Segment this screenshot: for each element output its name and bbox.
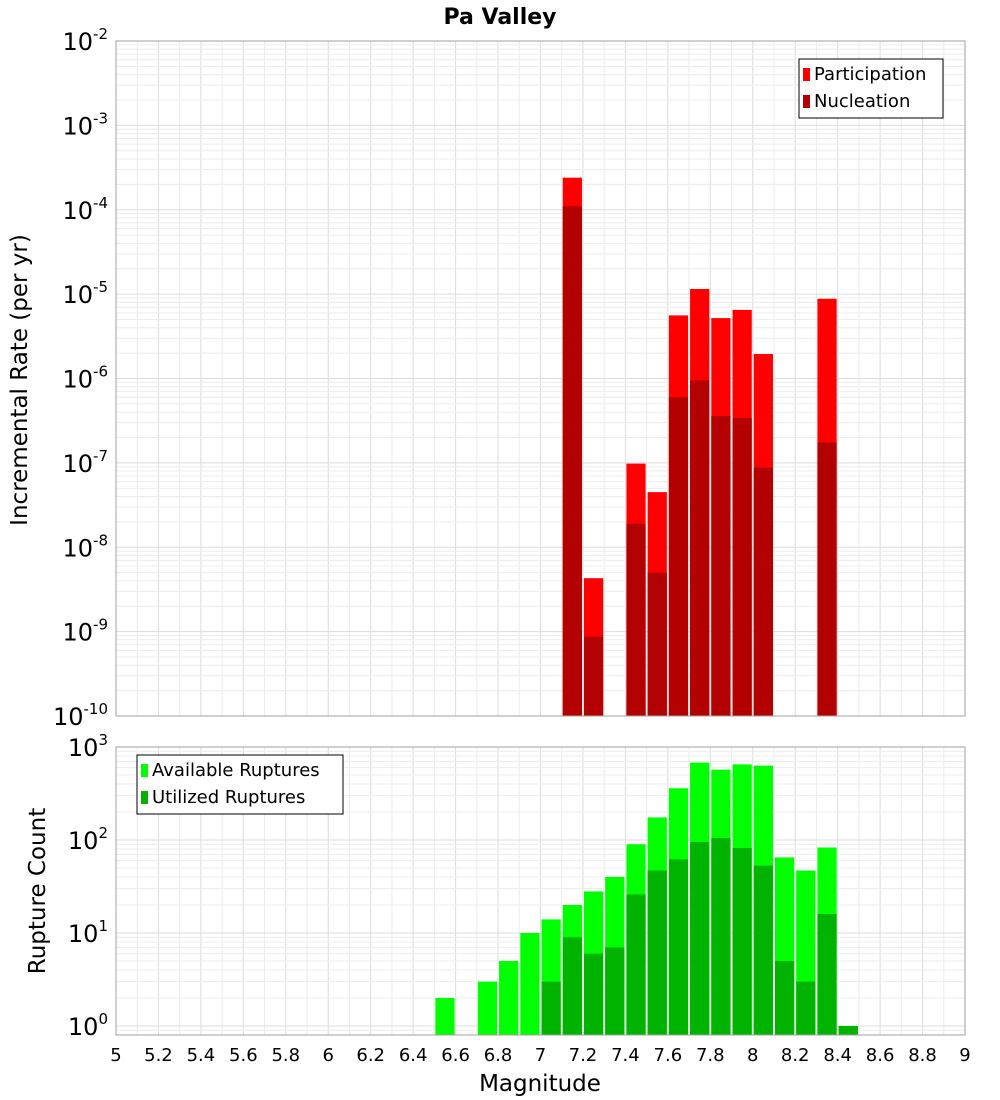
bar-nucleation xyxy=(817,442,837,716)
bar-available-ruptures xyxy=(499,960,519,1035)
bar-available-ruptures xyxy=(435,997,455,1035)
bottom-y-axis-label: Rupture Count xyxy=(25,808,51,974)
bar-utilized-ruptures xyxy=(690,842,710,1035)
bar-utilized-ruptures xyxy=(605,947,625,1035)
legend-swatch xyxy=(803,95,810,108)
x-tick-label: 6 xyxy=(323,1045,334,1066)
bar-nucleation xyxy=(711,415,731,716)
x-tick-label: 7.8 xyxy=(696,1045,725,1066)
legend-label: Utilized Ruptures xyxy=(152,787,305,808)
bar-utilized-ruptures xyxy=(583,953,604,1035)
legend-box xyxy=(136,754,344,815)
bar-utilized-ruptures xyxy=(711,838,731,1035)
x-tick-label: 5.8 xyxy=(271,1045,300,1066)
top-grid xyxy=(115,40,966,717)
x-tick-label: 7.2 xyxy=(569,1045,598,1066)
legend-label: Nucleation xyxy=(814,91,910,112)
bar-utilized-ruptures xyxy=(541,981,561,1035)
x-tick-label: 5.2 xyxy=(144,1045,173,1066)
top-y-ticks: 10-10 10-9 10-8 10-7 10-6 10-5 10-4 10-3 10-2 xyxy=(53,25,108,731)
y-tick-label: 100 xyxy=(68,1010,108,1041)
bar-nucleation xyxy=(562,206,582,716)
top-bars xyxy=(562,177,837,716)
bar-nucleation xyxy=(732,418,752,716)
bar-utilized-ruptures xyxy=(732,848,752,1035)
x-tick-label: 9 xyxy=(959,1045,970,1066)
chart-title: Pa Valley xyxy=(443,5,556,30)
bar-utilized-ruptures xyxy=(668,859,689,1035)
y-tick-label: 101 xyxy=(68,917,108,948)
x-tick-label: 7.4 xyxy=(611,1045,640,1066)
x-tick-label: 7.6 xyxy=(654,1045,683,1066)
legend-swatch xyxy=(141,791,148,804)
y-tick-label: 10-4 xyxy=(62,194,108,225)
bottom-y-ticks: 100 101 102 103 xyxy=(68,731,108,1041)
bar-utilized-ruptures xyxy=(647,870,667,1035)
legend-label: Participation xyxy=(814,64,926,85)
x-tick-label: 6.6 xyxy=(441,1045,470,1066)
y-tick-label: 103 xyxy=(68,731,108,762)
y-tick-label: 10-3 xyxy=(62,109,108,140)
x-tick-label: 8.4 xyxy=(823,1045,852,1066)
bottom-x-ticks: 5 5.2 5.4 5.6 5.8 6 6.2 6.4 6.6 6.8 7 7.2 7.4 7.6 7.8 8… xyxy=(110,1045,970,1066)
bar-utilized-ruptures xyxy=(626,894,646,1035)
legend-box xyxy=(798,58,944,119)
bottom-plot-frame xyxy=(115,746,966,1036)
x-axis-label: Magnitude xyxy=(479,1071,601,1097)
x-tick-label: 8.2 xyxy=(781,1045,810,1066)
bar-nucleation xyxy=(626,523,646,716)
y-tick-label: 10-10 xyxy=(53,700,108,731)
bar-utilized-ruptures xyxy=(562,937,582,1035)
bar-utilized-ruptures xyxy=(753,865,773,1035)
bar-nucleation xyxy=(753,467,773,716)
bar-nucleation xyxy=(647,572,667,716)
bar-utilized-ruptures xyxy=(817,914,837,1035)
legend-label: Available Ruptures xyxy=(152,760,320,781)
bar-utilized-ruptures xyxy=(774,960,795,1035)
y-tick-label: 102 xyxy=(68,824,108,855)
top-y-axis-label: Incremental Rate (per yr) xyxy=(7,234,33,526)
bar-nucleation xyxy=(690,380,710,716)
y-tick-label: 10-2 xyxy=(62,25,108,56)
y-tick-label: 10-9 xyxy=(62,616,108,647)
y-tick-label: 10-5 xyxy=(62,278,108,309)
y-tick-label: 10-8 xyxy=(62,531,108,562)
y-tick-label: 10-6 xyxy=(62,363,108,394)
y-tick-label: 10-7 xyxy=(62,447,108,478)
top-plot-frame xyxy=(115,40,966,717)
bar-utilized-ruptures xyxy=(838,1025,858,1035)
top-plot-panel: 10-10 10-9 10-8 10-7 10-6 10-5 10-4 10-3 10-2 In… xyxy=(7,25,966,731)
x-tick-label: 8.6 xyxy=(866,1045,895,1066)
bar-nucleation xyxy=(583,636,604,716)
x-tick-label: 6.4 xyxy=(399,1045,428,1066)
bottom-plot-panel: 100 101 102 103 5 5.2 5.4 5.6 5.8 6 6.2 6.4 6.6 6.8 7… xyxy=(25,731,971,1097)
top-legend: Participation Nucleation xyxy=(798,58,944,119)
x-tick-label: 8 xyxy=(747,1045,758,1066)
x-tick-label: 5.6 xyxy=(229,1045,258,1066)
x-tick-label: 7 xyxy=(535,1045,546,1066)
x-tick-label: 6.8 xyxy=(484,1045,513,1066)
bar-available-ruptures xyxy=(520,932,540,1035)
bar-utilized-ruptures xyxy=(796,981,816,1035)
x-tick-label: 8.8 xyxy=(908,1045,937,1066)
legend-swatch xyxy=(803,68,810,81)
bar-available-ruptures xyxy=(477,981,498,1035)
x-tick-label: 5.4 xyxy=(187,1045,216,1066)
x-tick-label: 6.2 xyxy=(356,1045,385,1066)
bottom-legend: Available Ruptures Utilized Ruptures xyxy=(136,754,344,815)
x-tick-label: 5 xyxy=(110,1045,121,1066)
legend-swatch xyxy=(141,764,148,777)
bar-nucleation xyxy=(668,397,689,716)
bottom-bars xyxy=(435,762,858,1035)
